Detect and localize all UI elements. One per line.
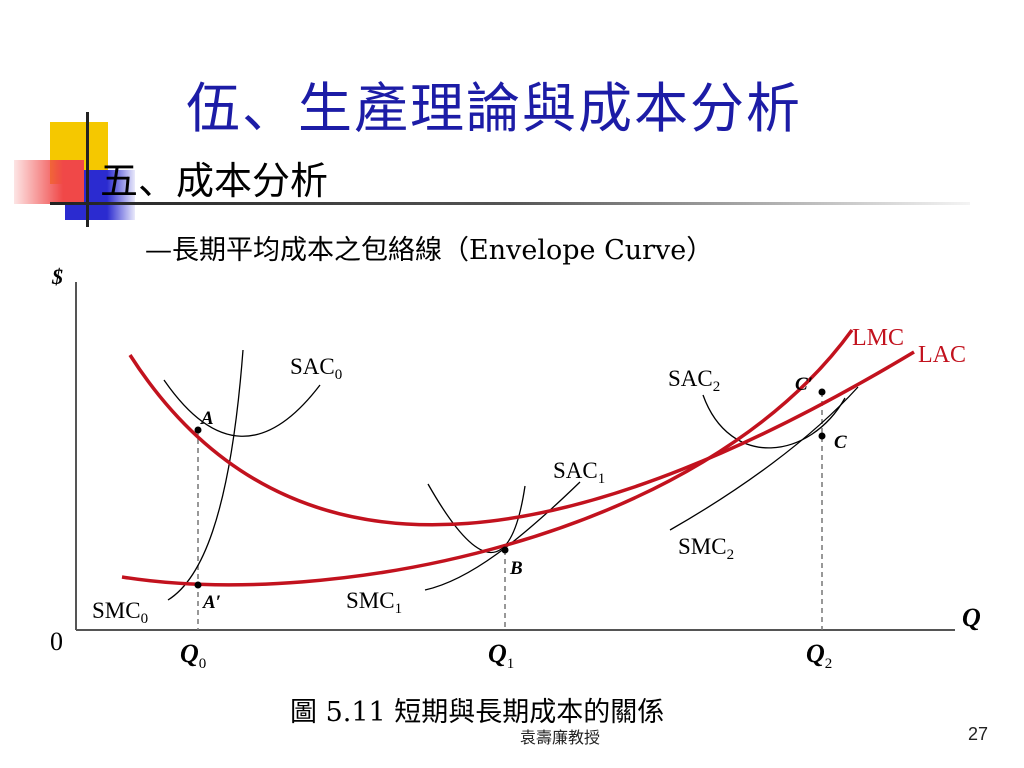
smc1-curve [424, 481, 581, 591]
point-c-prime-label: C′ [795, 374, 813, 395]
point-a-prime-label: A′ [202, 592, 221, 613]
sac2-label: SAC2 [668, 366, 720, 395]
decor-horizontal-line [50, 202, 970, 205]
smc1-label: SMC1 [346, 588, 402, 617]
section-title: 五、成本分析 [100, 159, 329, 203]
smc2-label: SMC2 [678, 534, 734, 563]
decor-red-square [14, 160, 84, 204]
figure-caption: 圖 5.11 短期與長期成本的關係 [290, 697, 665, 728]
y-axis-label: $ [51, 264, 63, 289]
footer-author: 袁壽廉教授 [520, 730, 601, 747]
page-number: 27 [968, 724, 989, 744]
page-title: 伍、生產理論與成本分析 [186, 77, 802, 140]
sac2-curve [702, 394, 846, 449]
smc2-curve [669, 386, 859, 531]
point-b-label: B [509, 558, 523, 579]
point-c-label: C [834, 432, 847, 453]
point-c [818, 432, 826, 440]
subtitle: —長期平均成本之包絡線（Envelope Curve） [145, 235, 714, 266]
sac0-label: SAC0 [290, 354, 342, 383]
smc0-curve [167, 349, 244, 601]
sac1-label: SAC1 [553, 458, 605, 487]
x-tick-q1: Q1 [488, 639, 514, 672]
point-a-prime [194, 581, 202, 589]
lac-curve [128, 350, 915, 527]
point-a [194, 426, 202, 434]
lmc-curve [121, 328, 854, 587]
x-axis-label: Q [962, 603, 981, 632]
smc0-label: SMC0 [92, 598, 148, 627]
origin-label: 0 [50, 627, 63, 656]
point-b [501, 546, 509, 554]
x-tick-q2: Q2 [806, 639, 832, 672]
point-c-prime [818, 388, 826, 396]
decor-vertical-line [86, 112, 89, 227]
sac0-curve [163, 379, 321, 437]
point-a-label: A [200, 408, 214, 429]
lmc-label: LMC [852, 325, 904, 351]
x-tick-q0: Q0 [180, 639, 206, 672]
lac-label: LAC [918, 342, 966, 368]
